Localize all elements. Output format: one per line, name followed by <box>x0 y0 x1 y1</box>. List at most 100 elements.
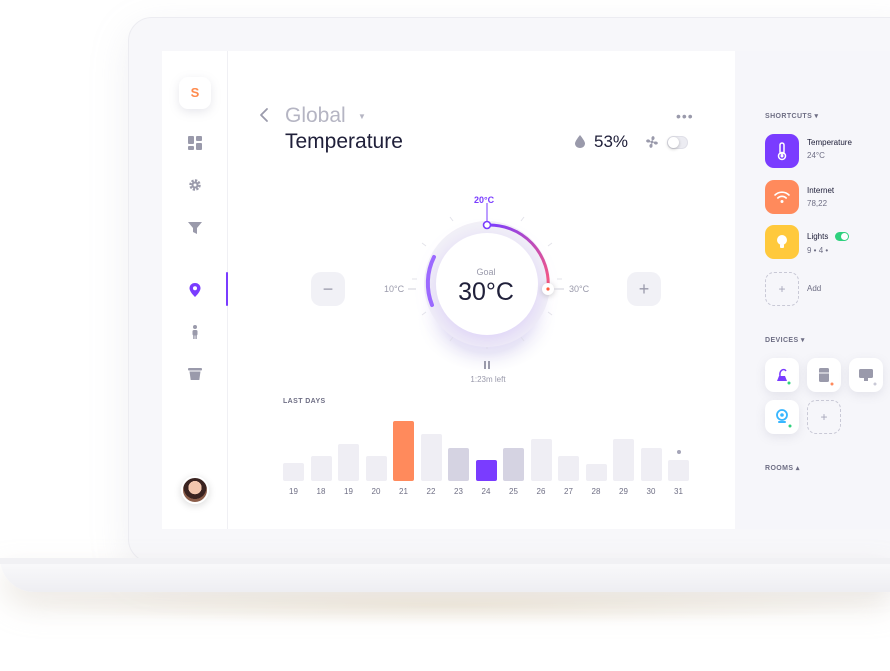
humidity-value: 53% <box>594 132 629 151</box>
day-label: 26 <box>536 487 546 496</box>
latest-day-marker <box>676 450 681 454</box>
lights-toggle[interactable] <box>835 232 849 241</box>
add-shortcut-button[interactable]: + <box>765 272 799 306</box>
day-label: 27 <box>564 487 573 496</box>
webcam-device[interactable] <box>765 400 799 434</box>
thermometer-icon <box>777 142 787 161</box>
shortcuts-title-text: SHORTCUTS <box>765 113 813 120</box>
min-temperature-label: 10°C <box>384 284 405 294</box>
monitor-icon <box>859 369 877 386</box>
lights-shortcut-value: 9 • 4 • <box>807 246 829 255</box>
day-label: 25 <box>509 487 518 496</box>
fan-toggle-knob <box>668 137 679 148</box>
day-label: 24 <box>481 487 491 496</box>
day-label: 20 <box>371 487 381 496</box>
day-bar-27[interactable] <box>558 456 579 481</box>
day-bar-30[interactable] <box>640 448 662 481</box>
day-label: 22 <box>426 487 436 496</box>
laptop-base-edge <box>0 558 890 564</box>
day-bar-19[interactable] <box>283 463 304 481</box>
user-avatar[interactable] <box>181 476 209 504</box>
dashboard-icon[interactable] <box>188 136 202 150</box>
lights-shortcut[interactable] <box>765 225 799 259</box>
person-icon[interactable] <box>188 325 202 339</box>
chevron-down-icon: ▾ <box>814 113 819 120</box>
day-label: 28 <box>591 487 601 496</box>
shortcuts-title[interactable]: SHORTCUTS ▾ <box>765 112 818 120</box>
day-label: 30 <box>646 487 656 496</box>
dial-current-arc <box>425 255 436 307</box>
app-screen: S <box>162 51 890 529</box>
fan-icon <box>646 136 658 148</box>
internet-shortcut-value: 78,22 <box>807 199 828 208</box>
side-nav: S <box>162 51 228 529</box>
day-label: 19 <box>344 487 353 496</box>
history-title: LAST DAYS <box>283 398 326 405</box>
setpoint-handle <box>482 220 492 230</box>
rooms-title[interactable]: ROOMS ▴ <box>765 464 800 472</box>
day-bar-21[interactable] <box>393 421 414 481</box>
internet-shortcut-name: Internet <box>807 186 835 195</box>
setpoint-label: 20°C <box>474 195 495 205</box>
page-title: Temperature <box>285 130 403 153</box>
thermostat-dial[interactable] <box>374 191 578 391</box>
webcam-icon <box>776 409 792 428</box>
add-shortcut-label[interactable]: Add <box>807 284 822 293</box>
fridge-icon <box>819 368 834 386</box>
day-bar-28[interactable] <box>585 464 607 481</box>
nav-active-indicator <box>226 272 228 306</box>
trash-icon[interactable] <box>188 367 202 381</box>
vacuum-icon <box>777 368 791 385</box>
fan-toggle[interactable] <box>667 136 688 149</box>
day-label: 19 <box>289 487 298 496</box>
back-chevron-icon[interactable] <box>258 107 270 123</box>
day-bar-20[interactable] <box>365 456 387 481</box>
dial-progress-arc <box>485 223 550 291</box>
day-label: 29 <box>619 487 628 496</box>
goal-temperature: 30°C <box>458 278 514 306</box>
right-panel: SHORTCUTS ▾ Temperature 24°C Internet 78… <box>735 51 890 529</box>
monitor-device[interactable] <box>849 358 883 392</box>
day-bar-19[interactable] <box>338 444 359 481</box>
temperature-shortcut[interactable] <box>765 134 799 168</box>
fridge-device[interactable] <box>807 358 841 392</box>
add-device-button[interactable]: + <box>807 400 841 434</box>
max-temperature-label: 30°C <box>569 284 590 294</box>
day-bar-26[interactable] <box>530 439 552 481</box>
internet-shortcut[interactable] <box>765 180 799 214</box>
devices-title-text: DEVICES <box>765 337 799 344</box>
chevron-up-icon: ▴ <box>795 465 800 472</box>
location-pin-icon[interactable] <box>188 283 202 297</box>
gear-icon[interactable] <box>188 178 202 192</box>
vacuum-device[interactable] <box>765 358 799 392</box>
filter-icon[interactable] <box>188 221 202 235</box>
temperature-shortcut-name: Temperature <box>807 138 852 147</box>
lights-toggle-knob <box>841 233 848 240</box>
day-bar-31[interactable] <box>668 460 689 481</box>
day-bar-18[interactable] <box>310 456 332 481</box>
increase-button[interactable]: + <box>627 272 661 306</box>
rooms-title-text: ROOMS <box>765 465 794 472</box>
lights-shortcut-name: Lights <box>807 232 829 241</box>
chevron-down-icon: ▾ <box>800 337 805 344</box>
decrease-button[interactable]: − <box>311 272 345 306</box>
app-logo[interactable]: S <box>179 77 211 109</box>
breadcrumb[interactable]: Global <box>285 104 346 127</box>
day-label: 18 <box>316 487 326 496</box>
day-label: 23 <box>454 487 463 496</box>
timer-text: 1:23m left <box>470 375 506 384</box>
wifi-icon <box>774 191 790 203</box>
chevron-down-icon[interactable]: ▼ <box>358 112 366 121</box>
day-bar-23[interactable] <box>448 448 469 481</box>
day-label: 31 <box>674 487 683 496</box>
history-chart: 19 18 19 20 21 22 23 24 25 26 27 28 29 30 31 <box>280 409 700 499</box>
day-bar-25[interactable] <box>503 448 524 481</box>
water-drop-icon <box>575 135 585 148</box>
devices-title[interactable]: DEVICES ▾ <box>765 336 805 344</box>
day-bar-29[interactable] <box>613 439 634 481</box>
more-options-icon[interactable]: ••• <box>676 108 694 124</box>
day-bar-22[interactable] <box>420 434 442 481</box>
goal-label: Goal <box>476 267 496 277</box>
day-bar-24[interactable] <box>475 460 497 481</box>
pause-icon[interactable] <box>483 361 491 369</box>
